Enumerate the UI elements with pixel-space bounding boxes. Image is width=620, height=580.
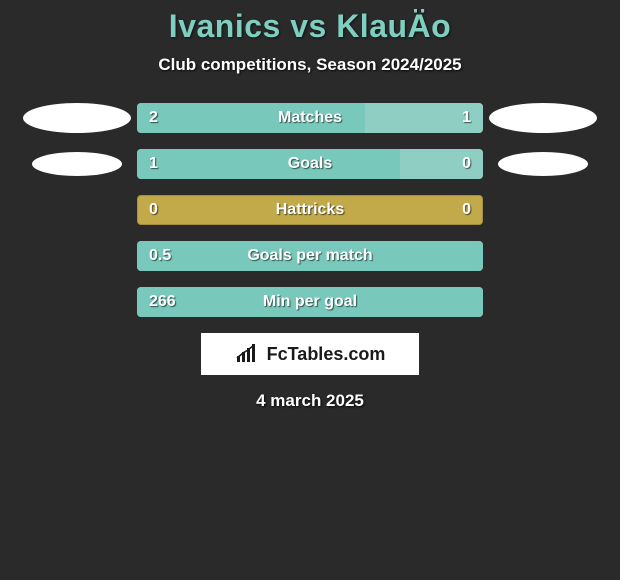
footer-date: 4 march 2025 [0,391,620,411]
player-left-badge [32,152,122,176]
stat-row: 00Hattricks [0,195,620,225]
stat-bar: 10Goals [137,149,483,179]
player-right-badge [498,152,588,176]
branding-text: FcTables.com [267,344,386,365]
stat-label: Goals per match [137,241,483,271]
stat-label: Matches [137,103,483,133]
stat-label: Goals [137,149,483,179]
page-subtitle: Club competitions, Season 2024/2025 [0,55,620,75]
right-badge-slot [483,152,603,176]
stats-list: 21Matches 10Goals 00Hattricks 0.5Goals per … [0,103,620,317]
stat-label: Min per goal [137,287,483,317]
stat-bar: 21Matches [137,103,483,133]
stat-row: 266Min per goal [0,287,620,317]
left-badge-slot [17,103,137,133]
chart-icon [235,344,261,364]
right-badge-slot [483,103,603,133]
stat-label: Hattricks [137,195,483,225]
player-left-badge [23,103,131,133]
branding-badge[interactable]: FcTables.com [201,333,419,375]
comparison-card: Ivanics vs KlauÄo Club competitions, Sea… [0,0,620,411]
page-title: Ivanics vs KlauÄo [0,8,620,45]
stat-row: 10Goals [0,149,620,179]
stat-bar: 266Min per goal [137,287,483,317]
stat-bar: 0.5Goals per match [137,241,483,271]
stat-row: 21Matches [0,103,620,133]
left-badge-slot [17,152,137,176]
player-right-badge [489,103,597,133]
stat-row: 0.5Goals per match [0,241,620,271]
stat-bar: 00Hattricks [137,195,483,225]
